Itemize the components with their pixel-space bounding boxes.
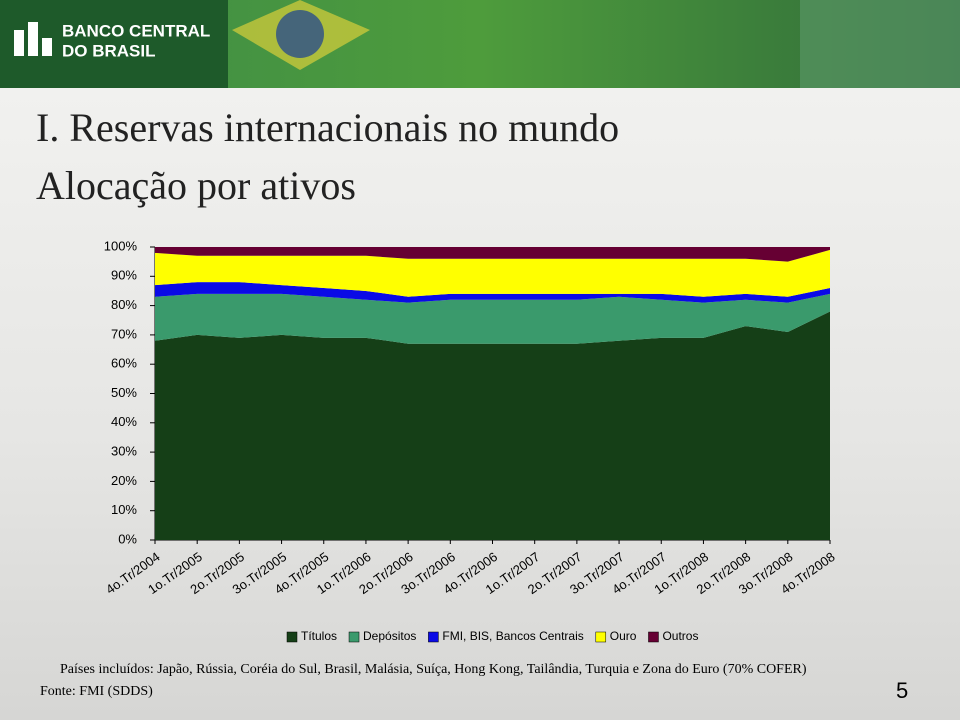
area	[155, 247, 830, 262]
logo-text: BANCO CENTRAL	[62, 21, 210, 40]
legend-label: Títulos	[301, 629, 337, 643]
y-tick-label: 40%	[111, 414, 137, 429]
logo-text: DO BRASIL	[62, 41, 156, 60]
area	[155, 282, 830, 303]
area	[155, 293, 830, 344]
legend-label: Ouro	[610, 629, 637, 643]
legend-label: Depósitos	[363, 629, 416, 643]
legend-swatch	[428, 631, 439, 643]
slide-title: I. Reservas internacionais no mundo	[36, 105, 619, 150]
y-tick-label: 60%	[111, 356, 137, 371]
legend-swatch	[286, 631, 298, 643]
area	[155, 311, 830, 540]
logo-icon	[14, 22, 52, 56]
y-tick-label: 10%	[111, 502, 137, 517]
legend-swatch	[595, 631, 607, 643]
page-number: 5	[896, 678, 908, 703]
chart: 0%10%20%30%40%50%60%70%80%90%100%4o.Tr/2…	[103, 238, 838, 643]
y-tick-label: 30%	[111, 444, 137, 459]
building	[800, 0, 960, 88]
legend-swatch	[648, 631, 659, 643]
y-tick-label: 50%	[111, 385, 137, 400]
area	[155, 249, 830, 297]
y-tick-label: 20%	[111, 473, 137, 488]
legend-swatch	[348, 631, 360, 643]
y-tick-label: 80%	[111, 297, 137, 312]
y-tick-label: 100%	[104, 238, 138, 253]
legend-label: Outros	[662, 629, 698, 643]
y-tick-label: 0%	[118, 531, 137, 546]
legend-label: FMI, BIS, Bancos Centrais	[442, 629, 583, 643]
y-tick-label: 90%	[111, 268, 137, 283]
y-tick-label: 70%	[111, 326, 137, 341]
source: Fonte: FMI (SDDS)	[40, 684, 153, 699]
flag-globe	[276, 10, 324, 58]
footnote: Países incluídos: Japão, Rússia, Coréia …	[60, 662, 807, 677]
slide-title: Alocação por ativos	[36, 163, 356, 208]
